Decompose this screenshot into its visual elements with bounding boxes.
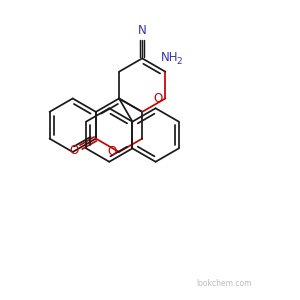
Text: N: N bbox=[138, 24, 147, 37]
Text: lookchem.com: lookchem.com bbox=[196, 279, 252, 288]
Text: NH: NH bbox=[160, 51, 178, 64]
Text: 2: 2 bbox=[176, 57, 182, 66]
Text: O: O bbox=[107, 146, 117, 158]
Text: O: O bbox=[70, 145, 79, 158]
Text: O: O bbox=[154, 92, 163, 105]
